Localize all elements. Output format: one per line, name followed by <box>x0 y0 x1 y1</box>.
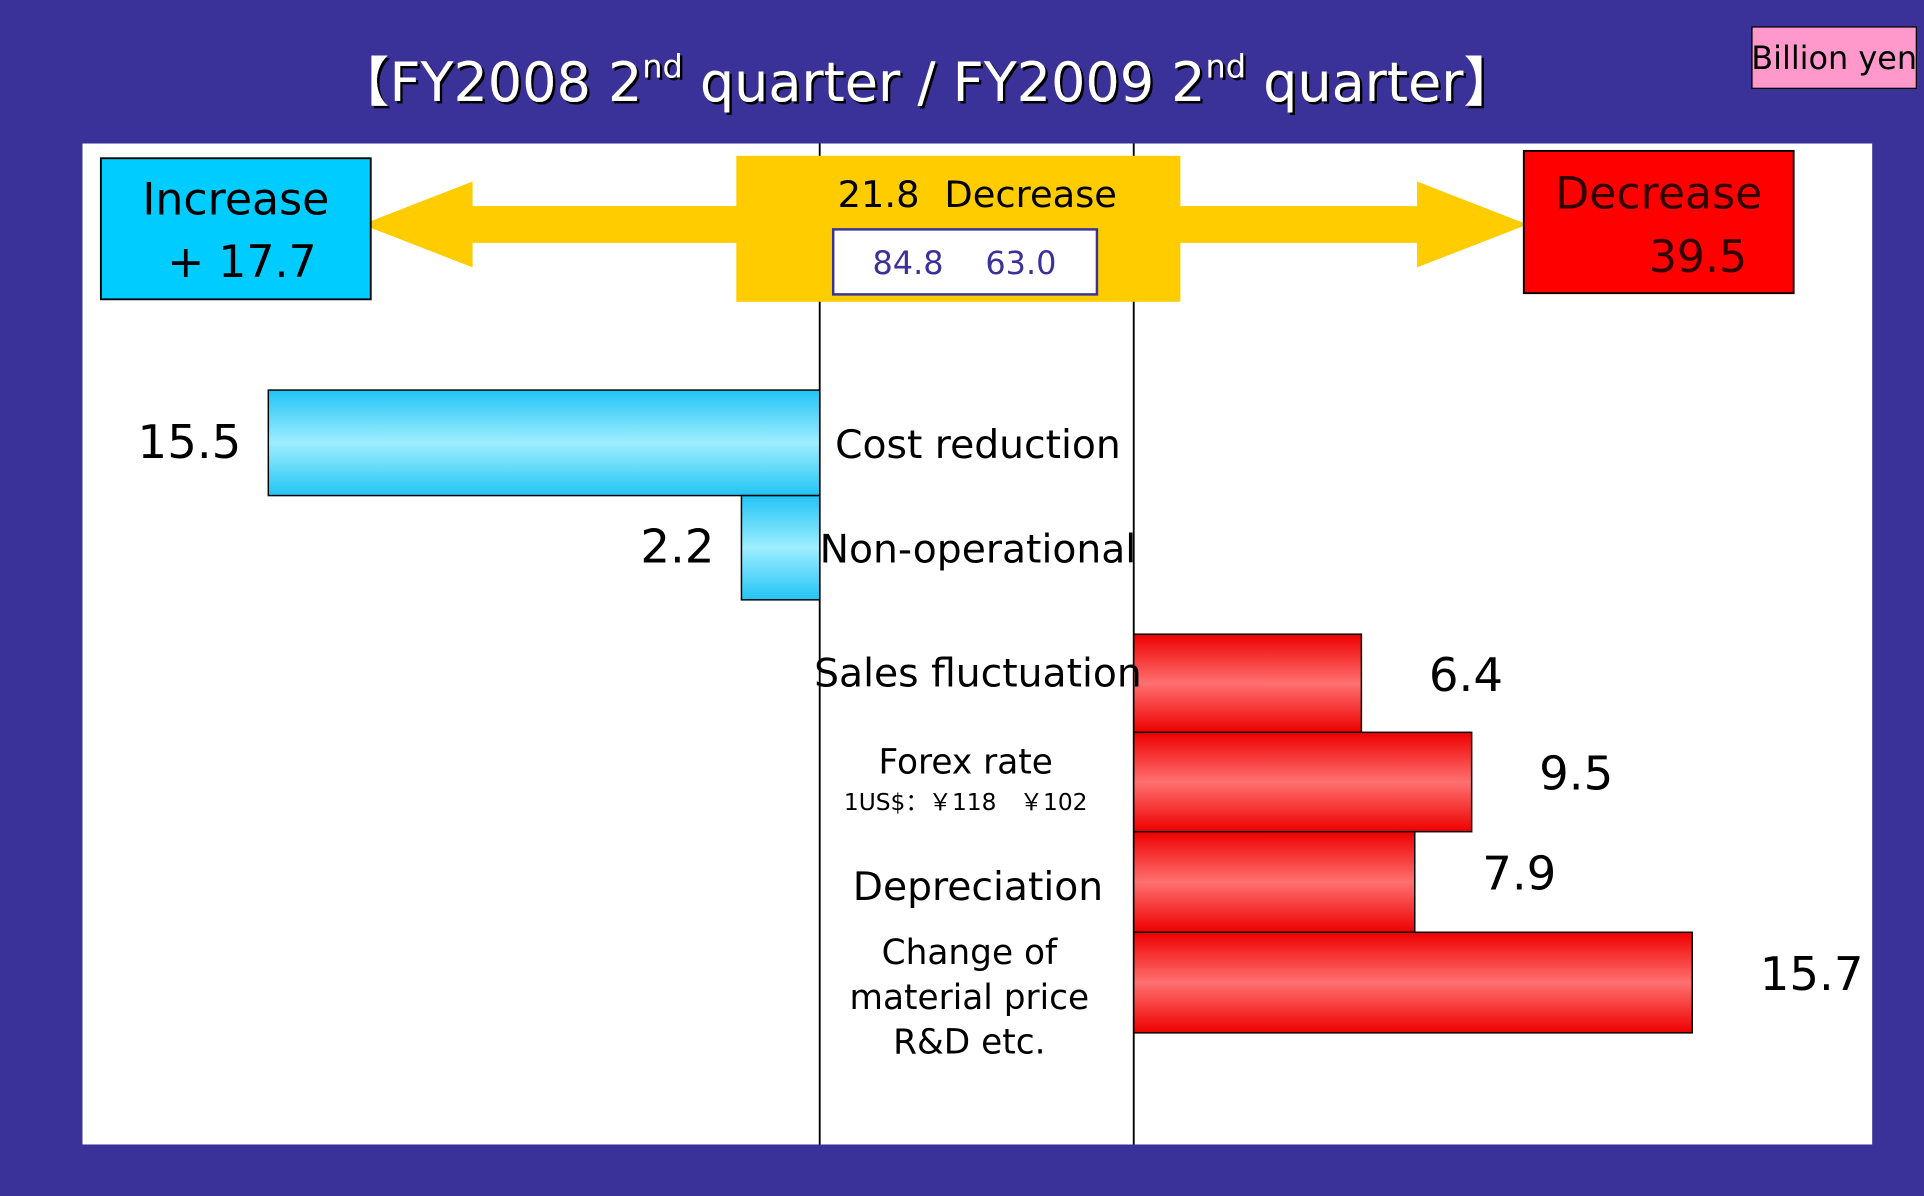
value-label: 9.5 <box>1539 747 1613 801</box>
value-label: 15.5 <box>138 415 242 469</box>
category-label: R&D etc. <box>893 1022 1045 1062</box>
bar <box>1132 931 1693 1034</box>
title-part: 【FY2008 2 <box>335 51 642 114</box>
unit-box <box>1751 26 1917 89</box>
decrease-box <box>1522 149 1795 295</box>
net-value: 21.8 <box>838 173 920 216</box>
decrease-value: 39.5 <box>1649 232 1747 283</box>
value-label: 6.4 <box>1429 648 1503 702</box>
increase-box <box>99 157 372 301</box>
category-label: material price <box>850 978 1090 1018</box>
net-from: 84.8 <box>873 244 944 282</box>
category-label: Change of <box>882 933 1058 973</box>
title-part: quarter】 <box>1246 51 1517 114</box>
category-label: Non-operational <box>820 528 1137 573</box>
bar <box>1132 633 1363 734</box>
chart-title: 【FY2008 2nd quarter / FY2009 2nd quarter… <box>335 48 1517 114</box>
decrease-label: Decrease <box>1555 168 1762 219</box>
category-label: Sales fluctuation <box>814 651 1142 696</box>
unit: Billion yen <box>1751 39 1917 77</box>
value-label: 2.2 <box>640 520 714 574</box>
bar <box>740 494 821 601</box>
category-label: Forex rate <box>879 743 1053 783</box>
title-superscript: nd <box>642 48 682 86</box>
bar <box>1132 731 1473 833</box>
category-note: 1US$：￥118 ￥102 <box>844 789 1088 816</box>
net-label: Decrease <box>944 173 1117 216</box>
category-label: Cost reduction <box>835 423 1121 468</box>
title-part: quarter / FY2009 2 <box>683 51 1206 114</box>
value-label: 15.7 <box>1760 947 1864 1001</box>
bar <box>1132 830 1416 934</box>
value-label: 7.9 <box>1482 847 1556 901</box>
increase-value: + 17.7 <box>167 237 316 288</box>
bar <box>267 389 821 497</box>
net-inner-box <box>831 228 1099 296</box>
title-superscript: nd <box>1206 48 1246 86</box>
net-to: 63.0 <box>985 244 1056 282</box>
increase-label: Increase <box>142 174 329 225</box>
category-label: Depreciation <box>853 865 1103 910</box>
